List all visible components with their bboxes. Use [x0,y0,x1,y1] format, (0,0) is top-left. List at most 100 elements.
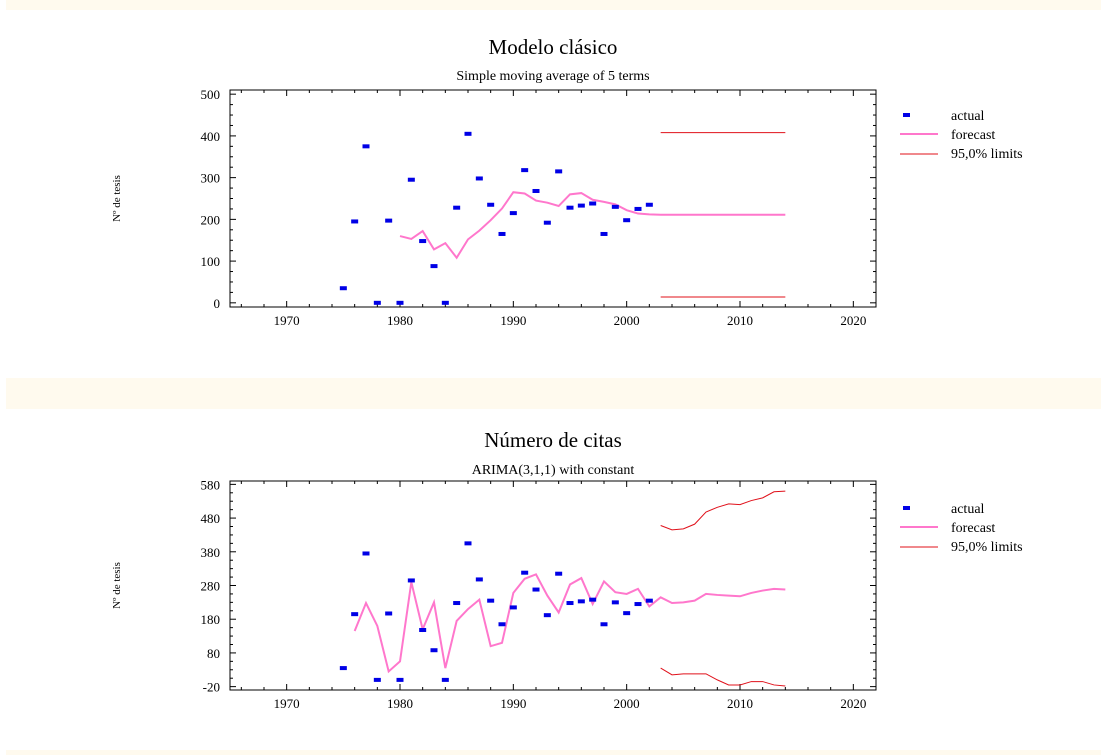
chart-2-x-tick-label: 2020 [840,696,866,711]
chart-2-actual-point [634,602,642,607]
chart-2-actual-point [373,677,381,682]
chart-1-subtitle: Simple moving average of 5 terms [456,69,649,84]
chart-1-actual-point [385,218,393,223]
chart-1-actual-point [623,218,631,223]
chart-2-legend-forecast-label: forecast [951,521,995,536]
chart-1-actual-point [396,300,404,305]
chart-1-x-tick-label: 2010 [727,313,753,328]
panel-band-bottom [6,750,1101,755]
chart-1-actual-point [566,205,574,210]
chart-1-y-tick-label: 400 [201,129,221,144]
chart-1-actual-point [498,231,506,236]
chart-2-upper-limit-line [660,490,786,531]
chart-1-actual-point [577,203,585,208]
chart-2-actual-point [453,601,461,606]
chart-2-actual-point [611,600,619,605]
chart-2-actual-point [555,571,563,576]
chart-1-y-tick-label: 200 [201,212,221,227]
chart-1-actual-point [543,220,551,225]
chart-1-actual-point [634,206,642,211]
chart-2-actual-point [623,611,631,616]
chart-2-actual-point [589,597,597,602]
chart-1-actual-point [419,239,427,244]
chart-1-actual-point [555,169,563,174]
chart-2-actual-point [351,612,359,617]
chart-2-y-tick-label: 80 [207,646,220,661]
chart-1-actual-point [487,202,495,207]
chart-2-actual-point [498,622,506,627]
chart-2-actual-point [509,605,517,610]
chart-1-actual-point [351,219,359,224]
chart-1-actual-point [521,168,529,173]
chart-1-x-tick-label: 1970 [274,313,300,328]
chart-1-x-tick-label: 2000 [614,313,640,328]
panel-separator-band [6,378,1101,409]
chart-1-actual-point [475,176,483,181]
chart-1-actual-point [339,286,347,291]
chart-1-actual-point [600,231,608,236]
chart-1-legend-limits-label: 95,0% limits [951,147,1023,162]
chart-2-actual-point [487,598,495,603]
chart-1-plot-frame [229,89,877,308]
chart-1-actual-point [509,211,517,216]
chart-1-actual-point [645,202,653,207]
panel-band-top [6,0,1101,10]
chart-2-actual-point [645,598,653,603]
chart-2-actual-point [407,578,415,583]
chart-2-y-tick-label: 180 [201,612,221,627]
chart-2-actual-point [521,570,529,575]
chart-1-y-tick-label: 100 [201,254,221,269]
chart-2-subtitle: ARIMA(3,1,1) with constant [472,463,635,478]
chart-1-actual-point [441,300,449,305]
chart-2-x-tick-label: 2010 [727,696,753,711]
chart-2-x-tick-label: 2000 [614,696,640,711]
chart-2-actual-point [464,541,472,546]
chart-2-actual-point [396,677,404,682]
chart-1-actual-point [589,201,597,206]
chart-2-forecast-line [353,573,786,674]
chart-1-actual-point [430,264,438,269]
chart-1-y-axis-label: Nº de tesis [111,175,123,222]
chart-2-title: Número de citas [484,428,622,452]
chart-1-legend-actual-marker [903,113,910,117]
chart-2-actual-point [475,577,483,582]
chart-2-lower-limit-line [660,667,786,687]
chart-2-actual-point [441,677,449,682]
chart-1-legend-actual-label: actual [951,109,985,124]
chart-2-actual-point [577,599,585,604]
chart-2-plot-frame [229,480,877,691]
chart-1-actual-point [464,131,472,136]
chart-1-actual-point [453,205,461,210]
chart-1-actual-point [407,177,415,182]
chart-2-y-tick-label: 480 [201,511,221,526]
chart-2-y-tick-label: 380 [201,545,221,560]
chart-2-actual-point [385,611,393,616]
chart-2-y-tick-label: 580 [201,477,221,492]
chart-1-forecast-line [399,191,786,260]
chart-2-actual-point [532,587,540,592]
chart-1-y-tick-label: 300 [201,171,221,186]
chart-1-x-tick-label: 1990 [500,313,526,328]
chart-2-legend-limits-label: 95,0% limits [951,540,1023,555]
chart-1-legend-forecast-label: forecast [951,128,995,143]
chart-1-actual-point [362,144,370,149]
chart-1-actual-point [611,204,619,209]
chart-2-legend-actual-marker [903,506,910,510]
chart-2-x-tick-label: 1990 [500,696,526,711]
chart-2-actual-point [419,627,427,632]
chart-1-x-tick-label: 1980 [387,313,413,328]
chart-2-y-tick-label: 280 [201,579,221,594]
chart-1-title: Modelo clásico [489,35,618,59]
chart-2-actual-point [566,601,574,606]
chart-1-actual-point [532,188,540,193]
chart-2-x-tick-label: 1980 [387,696,413,711]
chart-2-legend-actual-label: actual [951,502,985,517]
chart-2-actual-point [430,648,438,653]
chart-1-x-tick-label: 2020 [840,313,866,328]
chart-2-actual-point [600,622,608,627]
chart-2-y-tick-label: -20 [203,680,220,695]
chart-2-actual-point [339,666,347,671]
chart-1-y-tick-label: 500 [201,87,221,102]
chart-1-actual-point [373,300,381,305]
